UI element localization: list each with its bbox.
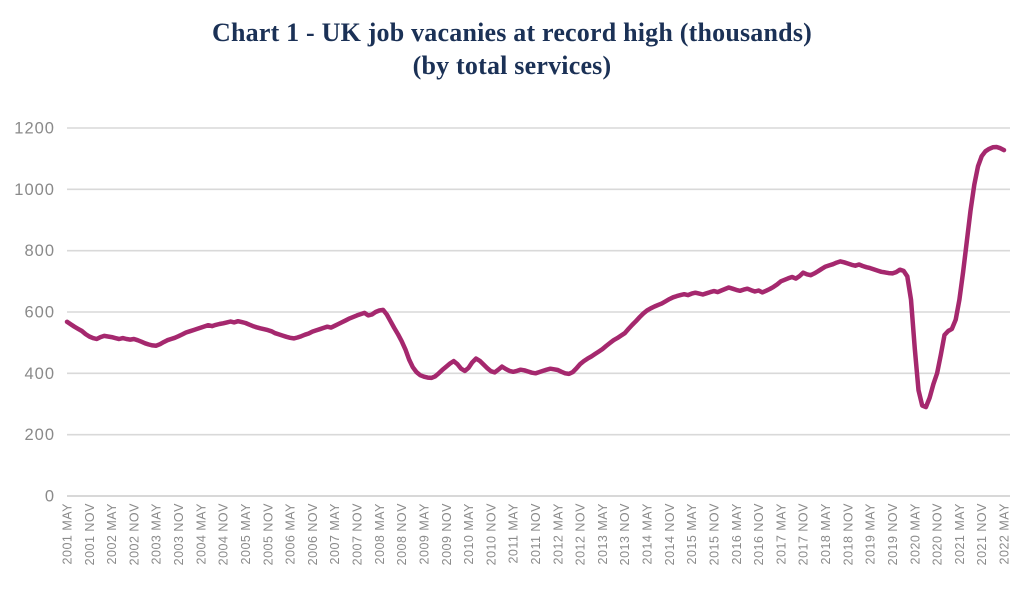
x-axis-tick-label: 2013 MAY [596, 503, 610, 565]
x-axis-tick-label: 2021 MAY [953, 503, 967, 565]
x-axis-tick-label: 2014 NOV [663, 503, 677, 566]
x-axis-tick-label: 2003 NOV [172, 503, 186, 566]
x-axis-tick-label: 2011 MAY [507, 503, 521, 564]
x-axis-tick-label: 2015 MAY [685, 503, 699, 565]
x-axis-tick-label: 2010 MAY [462, 503, 476, 565]
chart-title-line1: Chart 1 - UK job vacanies at record high… [212, 18, 812, 47]
y-axis-tick-label: 1200 [14, 120, 55, 138]
chart-title-line2: (by total services) [412, 51, 612, 80]
y-axis-tick-label: 600 [24, 304, 55, 322]
x-axis-tick-label: 2021 NOV [975, 503, 989, 566]
x-axis-tick-label: 2010 NOV [484, 503, 498, 566]
x-axis-tick-label: 2017 MAY [774, 503, 788, 565]
x-axis-tick-label: 2018 NOV [841, 503, 855, 566]
x-axis-tick-label: 2012 MAY [551, 503, 565, 565]
x-axis-tick-label: 2002 MAY [105, 503, 119, 565]
x-axis-tick-label: 2019 NOV [886, 503, 900, 566]
x-axis-tick-label: 2004 MAY [194, 503, 208, 565]
x-axis-tick-label: 2019 MAY [864, 503, 878, 565]
x-axis-tick-label: 2020 NOV [931, 503, 945, 566]
x-axis-tick-label: 2017 NOV [797, 503, 811, 566]
y-axis-tick-labels: 0 200 400 600 800 1000 1200 [14, 120, 55, 506]
x-axis-tick-labels: 2001 MAY 2001 NOV 2002 MAY 2002 NOV 2003 MAY… [61, 503, 1012, 566]
x-axis-tick-label: 2012 NOV [574, 503, 588, 566]
gridlines [67, 127, 1010, 497]
x-axis-tick-label: 2014 MAY [641, 503, 655, 565]
x-axis-tick-label: 2004 NOV [217, 503, 231, 566]
x-axis-tick-label: 2022 MAY [998, 503, 1012, 565]
x-axis-tick-label: 2007 NOV [351, 503, 365, 566]
y-axis-tick-label: 800 [24, 242, 55, 260]
x-axis-tick-label: 2015 NOV [707, 503, 721, 566]
x-axis-tick-label: 2008 NOV [395, 503, 409, 566]
x-axis-tick-label: 2005 NOV [261, 503, 275, 566]
x-axis-tick-label: 2003 MAY [150, 503, 164, 565]
x-axis-tick-label: 2013 NOV [618, 503, 632, 566]
x-axis-tick-label: 2018 MAY [819, 503, 833, 565]
x-axis-tick-label: 2006 NOV [306, 503, 320, 566]
x-axis-tick-label: 2008 MAY [373, 503, 387, 565]
x-axis-tick-label: 2016 MAY [730, 503, 744, 565]
x-axis-tick-label: 2005 MAY [239, 503, 253, 565]
y-axis-tick-label: 1000 [14, 181, 55, 199]
x-axis-tick-label: 2011 NOV [529, 503, 543, 565]
x-axis-tick-label: 2006 MAY [284, 503, 298, 565]
vacancies-series-line [64, 144, 1007, 410]
y-axis-tick-label: 400 [24, 365, 55, 383]
chart-title: Chart 1 - UK job vacanies at record high… [0, 16, 1024, 82]
x-axis-tick-label: 2020 MAY [908, 503, 922, 565]
x-axis-tick-label: 2009 NOV [440, 503, 454, 566]
x-axis-tick-label: 2009 MAY [417, 503, 431, 565]
x-axis-tick-label: 2001 MAY [61, 503, 75, 565]
x-axis-tick-label: 2007 MAY [328, 503, 342, 565]
x-axis-tick-label: 2001 NOV [83, 503, 97, 566]
x-axis-tick-label: 2002 NOV [127, 503, 141, 566]
y-axis-tick-label: 0 [45, 488, 55, 506]
x-axis-tick-label: 2016 NOV [752, 503, 766, 566]
y-axis-tick-label: 200 [24, 426, 55, 444]
